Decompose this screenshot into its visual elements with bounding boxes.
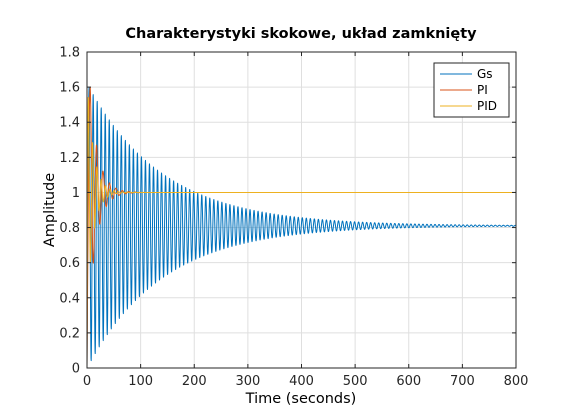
x-tick-label: 0	[83, 374, 91, 389]
x-axis-label: Time (seconds)	[245, 391, 357, 407]
series-line-pid	[86, 96, 517, 369]
y-tick-label: 0.4	[59, 291, 80, 306]
y-tick-label: 1.4	[59, 116, 80, 131]
y-tick-label: 1.6	[59, 81, 80, 96]
x-tick-label: 600	[396, 374, 421, 389]
x-tick-label: 200	[182, 374, 207, 389]
x-tick-label: 300	[235, 374, 260, 389]
y-axis-label: Amplitude	[42, 173, 58, 247]
x-tick-label: 100	[128, 374, 153, 389]
y-tick-label: 1.2	[59, 151, 80, 166]
x-axis-ticks: 0 100 200 300 400 500 600 700 800	[83, 52, 529, 389]
y-tick-label: 0.2	[59, 326, 80, 341]
x-tick-label: 400	[289, 374, 314, 389]
x-tick-label: 800	[504, 374, 529, 389]
y-tick-label: 1	[72, 186, 80, 201]
y-tick-label: 0.8	[59, 221, 80, 236]
x-tick-label: 500	[343, 374, 368, 389]
y-tick-label: 1.8	[59, 46, 80, 61]
series-line-pi	[86, 86, 516, 369]
legend-label: Gs	[477, 67, 493, 81]
legend: Gs PI PID	[433, 62, 510, 118]
series-line-gs	[86, 86, 517, 369]
legend-label: PI	[477, 83, 488, 97]
y-tick-label: 0	[72, 362, 80, 377]
x-tick-label: 700	[450, 374, 475, 389]
chart-title: Charakterystyki skokowe, układ zamknięty	[125, 26, 477, 42]
legend-label: PID	[477, 99, 497, 113]
y-axis-ticks: 0 0.2 0.4 0.6 0.8 1 1.2 1.4 1.6 1.8	[59, 46, 516, 377]
y-tick-label: 0.6	[59, 256, 80, 271]
series-layer	[86, 86, 517, 369]
